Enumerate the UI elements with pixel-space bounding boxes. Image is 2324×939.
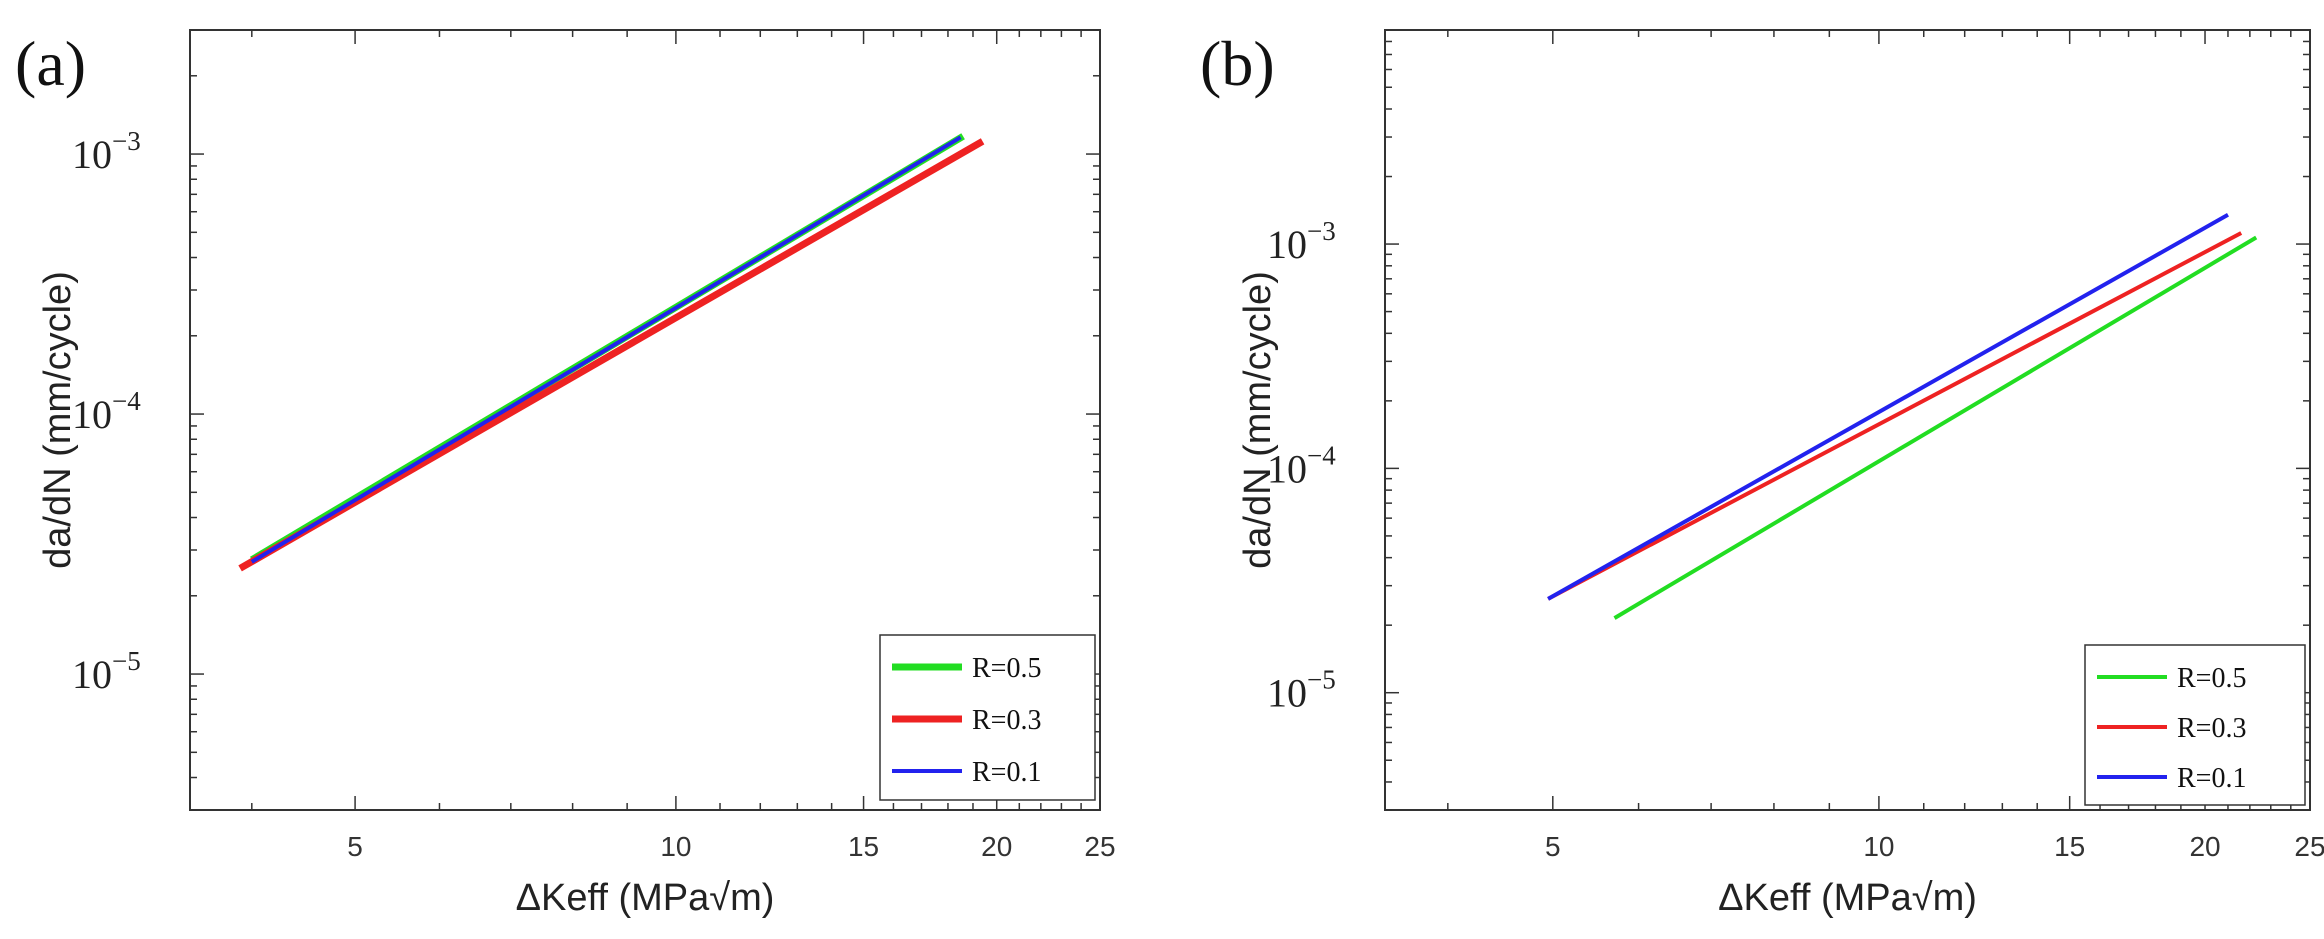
x-tick-label: 20 [2189,831,2220,862]
x-axis-title: ΔKeff (MPa√m) [516,877,775,919]
series-line-R=0.3 [1547,231,2243,601]
y-tick-label: 10 [72,132,112,177]
y-tick-label: 10 [72,392,112,437]
y-tick-label-exponent: −3 [112,126,141,156]
y-tick-label: 10 [72,652,112,697]
series-line-R=0.1 [250,135,962,564]
x-axis-title: ΔKeff (MPa√m) [1718,877,1977,919]
y-tick-label: 10 [1267,222,1307,267]
legend-label: R=0.5 [2177,663,2246,694]
x-tick-label: 25 [2294,831,2324,862]
plot-frame [1384,29,2311,811]
y-tick-label-exponent: −5 [112,646,141,676]
y-tick-label: 10 [1267,671,1307,716]
x-tick-label: 5 [1545,831,1561,862]
y-tick-label: 10 [1267,446,1307,491]
x-tick-label: 5 [347,831,363,862]
legend: R=0.5 R=0.3 R=0.1 [2084,644,2306,806]
x-tick-label: 15 [848,831,879,862]
legend-label: R=0.1 [972,757,1041,788]
legend-label: R=0.1 [2177,763,2246,794]
y-tick-label-exponent: −3 [1307,216,1336,246]
y-axis-title: da/dN (mm/cycle) [1237,271,1279,569]
y-tick-label-exponent: −5 [1307,665,1336,695]
legend-label: R=0.3 [2177,713,2246,744]
legend-label: R=0.3 [972,705,1041,736]
x-tick-label: 10 [1863,831,1894,862]
x-tick-label: 25 [1084,831,1115,862]
series-line-R=0.1 [1547,213,2229,601]
series-line-R=0.5 [1613,235,2258,620]
legend-label: R=0.5 [972,653,1041,684]
x-tick-label: 10 [660,831,691,862]
y-tick-label-exponent: −4 [1307,440,1336,470]
y-axis-title: da/dN (mm/cycle) [37,271,79,569]
plot-frame [189,29,1101,811]
panel-label: (a) [15,28,86,99]
panel-label: (b) [1200,28,1275,99]
legend: R=0.5 R=0.3 R=0.1 [879,634,1096,801]
x-tick-label: 15 [2054,831,2085,862]
y-tick-label-exponent: −4 [112,386,141,416]
series-line-R=0.3 [238,138,985,572]
x-tick-label: 20 [981,831,1012,862]
